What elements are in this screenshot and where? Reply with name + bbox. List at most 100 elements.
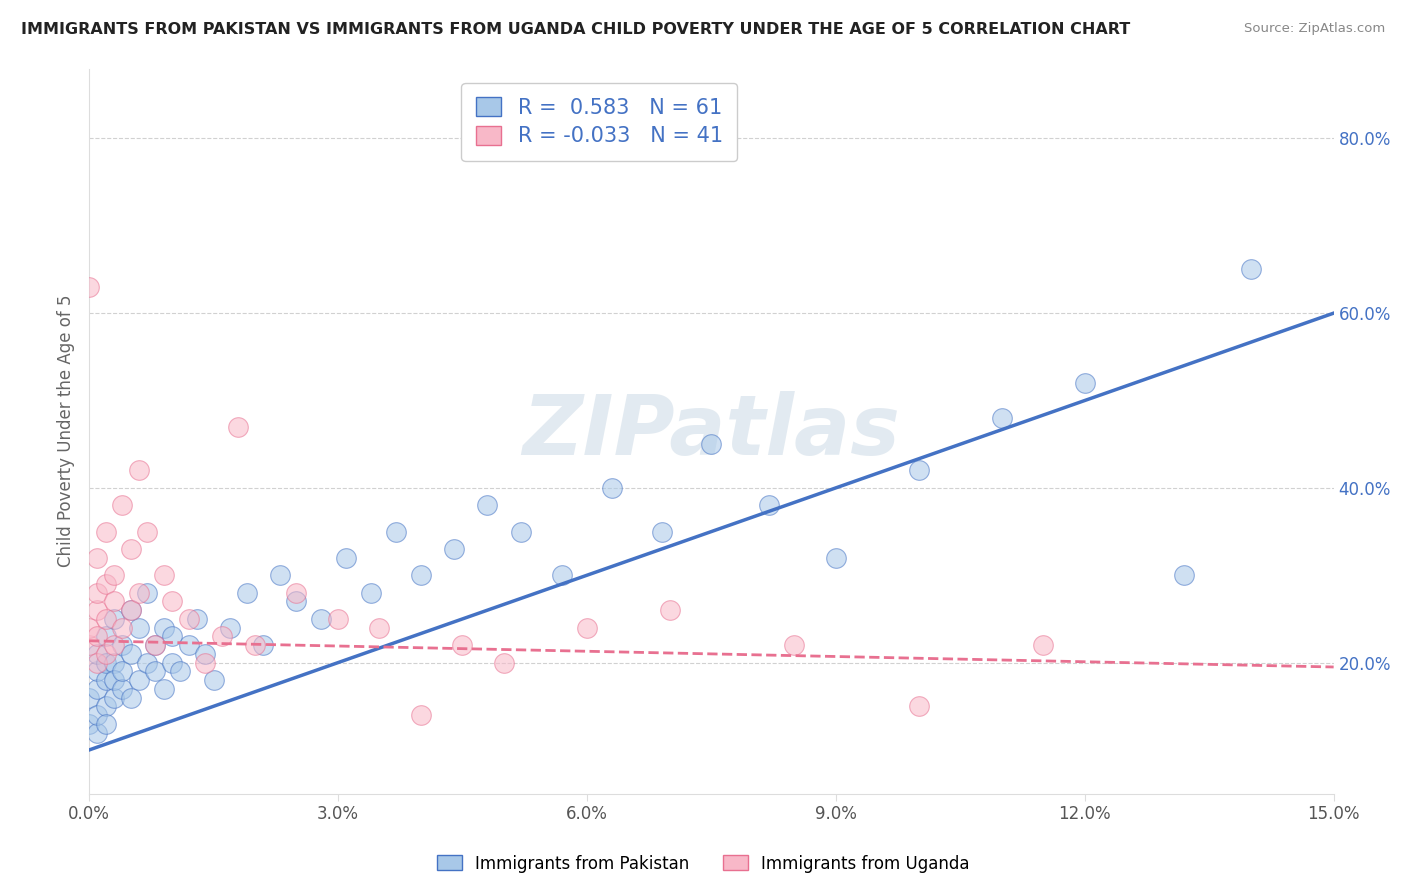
Point bbox=[1240, 262, 1263, 277]
Point bbox=[252, 638, 274, 652]
Point bbox=[103, 594, 125, 608]
Point bbox=[907, 463, 929, 477]
Point bbox=[94, 647, 117, 661]
Point bbox=[145, 638, 167, 652]
Point bbox=[120, 647, 142, 661]
Point bbox=[103, 638, 125, 652]
Point bbox=[824, 550, 846, 565]
Point bbox=[194, 656, 217, 670]
Point bbox=[111, 621, 134, 635]
Point bbox=[368, 621, 391, 635]
Point bbox=[86, 647, 108, 661]
Point bbox=[219, 621, 242, 635]
Point bbox=[94, 577, 117, 591]
Point bbox=[145, 665, 167, 679]
Point bbox=[136, 656, 159, 670]
Point bbox=[86, 585, 108, 599]
Point bbox=[94, 524, 117, 539]
Point bbox=[111, 638, 134, 652]
Text: IMMIGRANTS FROM PAKISTAN VS IMMIGRANTS FROM UGANDA CHILD POVERTY UNDER THE AGE O: IMMIGRANTS FROM PAKISTAN VS IMMIGRANTS F… bbox=[21, 22, 1130, 37]
Point bbox=[128, 585, 150, 599]
Point bbox=[269, 568, 291, 582]
Point bbox=[77, 638, 100, 652]
Point bbox=[77, 621, 100, 635]
Point bbox=[86, 550, 108, 565]
Point bbox=[94, 629, 117, 643]
Point bbox=[169, 665, 191, 679]
Point bbox=[94, 612, 117, 626]
Point bbox=[360, 585, 382, 599]
Point bbox=[1032, 638, 1054, 652]
Point bbox=[103, 656, 125, 670]
Point bbox=[86, 603, 108, 617]
Point bbox=[77, 280, 100, 294]
Point bbox=[160, 656, 183, 670]
Point bbox=[94, 673, 117, 687]
Point bbox=[228, 419, 250, 434]
Point bbox=[990, 411, 1012, 425]
Point bbox=[758, 499, 780, 513]
Point bbox=[651, 524, 673, 539]
Point bbox=[243, 638, 266, 652]
Point bbox=[128, 621, 150, 635]
Point bbox=[128, 673, 150, 687]
Point bbox=[235, 585, 257, 599]
Point bbox=[103, 568, 125, 582]
Point bbox=[177, 638, 200, 652]
Point bbox=[551, 568, 574, 582]
Point bbox=[145, 638, 167, 652]
Point bbox=[103, 612, 125, 626]
Point bbox=[311, 612, 333, 626]
Point bbox=[186, 612, 208, 626]
Point bbox=[86, 681, 108, 696]
Point bbox=[86, 656, 108, 670]
Legend: Immigrants from Pakistan, Immigrants from Uganda: Immigrants from Pakistan, Immigrants fro… bbox=[430, 848, 976, 880]
Point bbox=[335, 550, 357, 565]
Point bbox=[103, 673, 125, 687]
Point bbox=[86, 725, 108, 739]
Point bbox=[658, 603, 681, 617]
Point bbox=[160, 594, 183, 608]
Point bbox=[177, 612, 200, 626]
Point bbox=[77, 716, 100, 731]
Point bbox=[152, 568, 174, 582]
Point bbox=[94, 716, 117, 731]
Point bbox=[111, 665, 134, 679]
Point bbox=[86, 708, 108, 723]
Point bbox=[211, 629, 233, 643]
Point bbox=[152, 681, 174, 696]
Point bbox=[509, 524, 531, 539]
Point bbox=[783, 638, 806, 652]
Point bbox=[492, 656, 515, 670]
Legend: R =  0.583   N = 61, R = -0.033   N = 41: R = 0.583 N = 61, R = -0.033 N = 41 bbox=[461, 83, 737, 161]
Point bbox=[94, 699, 117, 714]
Point bbox=[326, 612, 349, 626]
Point bbox=[202, 673, 225, 687]
Point bbox=[152, 621, 174, 635]
Point bbox=[120, 603, 142, 617]
Point bbox=[111, 499, 134, 513]
Point bbox=[1173, 568, 1195, 582]
Point bbox=[409, 708, 432, 723]
Point bbox=[86, 665, 108, 679]
Point bbox=[600, 481, 623, 495]
Text: ZIPatlas: ZIPatlas bbox=[523, 391, 900, 472]
Point bbox=[1073, 376, 1095, 390]
Point bbox=[477, 499, 499, 513]
Point bbox=[409, 568, 432, 582]
Point bbox=[285, 594, 308, 608]
Point bbox=[120, 690, 142, 705]
Point bbox=[94, 656, 117, 670]
Point bbox=[160, 629, 183, 643]
Text: Source: ZipAtlas.com: Source: ZipAtlas.com bbox=[1244, 22, 1385, 36]
Point bbox=[285, 585, 308, 599]
Point bbox=[194, 647, 217, 661]
Point bbox=[451, 638, 474, 652]
Point bbox=[77, 690, 100, 705]
Point bbox=[128, 463, 150, 477]
Point bbox=[443, 542, 465, 557]
Point bbox=[120, 603, 142, 617]
Point bbox=[86, 629, 108, 643]
Point bbox=[700, 437, 723, 451]
Point bbox=[575, 621, 598, 635]
